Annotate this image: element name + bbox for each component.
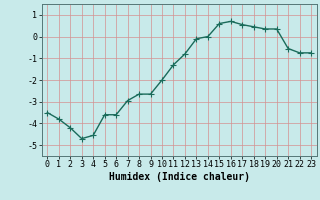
X-axis label: Humidex (Indice chaleur): Humidex (Indice chaleur)	[109, 172, 250, 182]
